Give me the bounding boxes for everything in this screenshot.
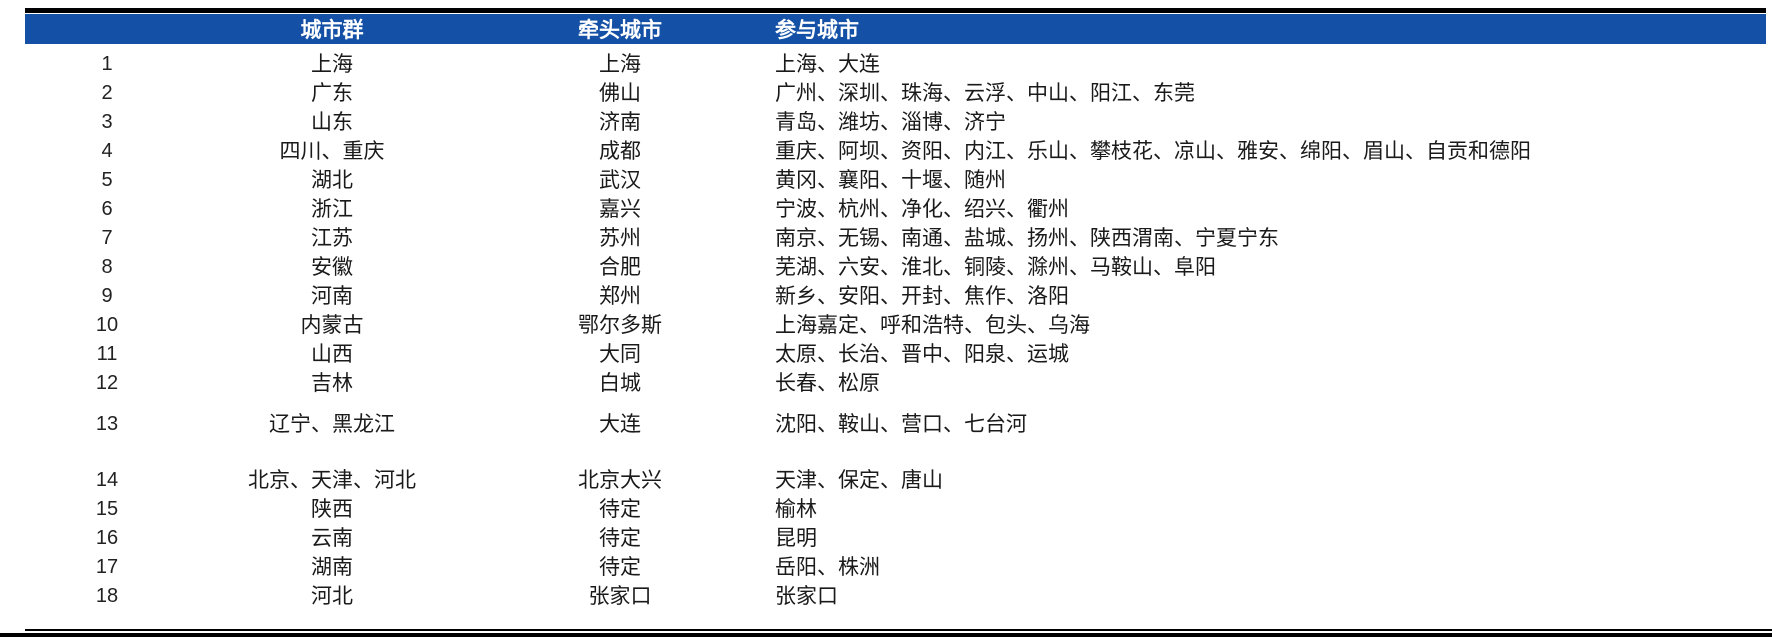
lead-city-cell: 武汉: [599, 168, 641, 192]
participants-cell: 芜湖、六安、淮北、铜陵、滁州、马鞍山、阜阳: [775, 255, 1216, 279]
row-number: 16: [95, 527, 119, 549]
bottom-rule-thin: [25, 629, 1772, 631]
participants-cell: 上海嘉定、呼和浩特、包头、乌海: [775, 313, 1090, 337]
lead-city-cell: 合肥: [599, 255, 641, 279]
row-number: 11: [96, 343, 118, 365]
lead-city-cell: 张家口: [588, 584, 652, 608]
lead-city-cell: 待定: [599, 555, 641, 579]
row-number: 2: [101, 82, 113, 104]
row-number: 15: [95, 498, 119, 520]
participants-cell: 天津、保定、唐山: [775, 468, 943, 492]
cluster-cell: 湖北: [311, 168, 353, 192]
table-row: 13 辽宁、黑龙江 大连 沈阳、鞍山、营口、七台河: [25, 410, 1766, 439]
cluster-cell: 吉林: [311, 371, 353, 395]
table-row: 5 湖北 武汉 黄冈、襄阳、十堰、随州: [25, 166, 1766, 195]
table-row: 18 河北 张家口 张家口: [25, 582, 1766, 611]
participants-cell: 榆林: [775, 497, 817, 521]
row-number: 3: [101, 111, 113, 133]
lead-city-cell: 成都: [599, 139, 641, 163]
cluster-cell: 河南: [311, 284, 353, 308]
table-row: 4 四川、重庆 成都 重庆、阿坝、资阳、内江、乐山、攀枝花、凉山、雅安、绵阳、眉…: [25, 137, 1766, 166]
cluster-cell: 北京、天津、河北: [248, 468, 416, 492]
cluster-cell: 内蒙古: [300, 313, 364, 337]
lead-city-cell: 上海: [599, 52, 641, 76]
participants-cell: 岳阳、株洲: [775, 555, 880, 579]
lead-city-cell: 白城: [599, 371, 641, 395]
cluster-cell: 四川、重庆: [279, 139, 385, 163]
row-number: 14: [95, 469, 119, 491]
cluster-cell: 浙江: [311, 197, 353, 221]
table-header-row: 城市群 牵头城市 参与城市: [25, 14, 1766, 44]
row-number: 1: [101, 53, 113, 75]
header-participating-cities: 参与城市: [775, 18, 859, 42]
lead-city-cell: 济南: [599, 110, 641, 134]
lead-city-cell: 鄂尔多斯: [578, 313, 662, 337]
row-number: 13: [95, 413, 119, 435]
lead-city-cell: 大同: [599, 342, 641, 366]
cluster-cell: 湖南: [311, 555, 353, 579]
cluster-cell: 山东: [311, 110, 353, 134]
participants-cell: 青岛、潍坊、淄博、济宁: [775, 110, 1006, 134]
participants-cell: 沈阳、鞍山、营口、七台河: [775, 412, 1027, 436]
lead-city-cell: 苏州: [599, 226, 641, 250]
lead-city-cell: 郑州: [599, 284, 641, 308]
top-rule: [25, 8, 1766, 13]
participants-cell: 昆明: [775, 526, 817, 550]
participants-cell: 宁波、杭州、净化、绍兴、衢州: [775, 197, 1069, 221]
row-number: 9: [101, 285, 113, 307]
table-row: 2 广东 佛山 广州、深圳、珠海、云浮、中山、阳江、东莞: [25, 79, 1766, 108]
header-cluster: 城市群: [300, 18, 364, 42]
row-number: 17: [95, 556, 119, 578]
row-number: 5: [101, 169, 113, 191]
participants-cell: 张家口: [775, 584, 838, 608]
cluster-cell: 山西: [311, 342, 353, 366]
row-number: 18: [95, 585, 119, 607]
participants-cell: 上海、大连: [775, 52, 880, 76]
table-row: 16 云南 待定 昆明: [25, 524, 1766, 553]
lead-city-cell: 大连: [599, 412, 641, 436]
participants-cell: 广州、深圳、珠海、云浮、中山、阳江、东莞: [775, 81, 1195, 105]
row-number: 10: [95, 314, 119, 336]
cluster-cell: 广东: [311, 81, 353, 105]
row-number: 12: [95, 372, 119, 394]
participants-cell: 太原、长治、晋中、阳泉、运城: [775, 342, 1069, 366]
cluster-cell: 陕西: [311, 497, 353, 521]
table-body: 1 上海 上海 上海、大连 2 广东 佛山 广州、深圳、珠海、云浮、中山、阳江、…: [25, 44, 1766, 611]
row-number: 7: [101, 227, 113, 249]
table-row: 15 陕西 待定 榆林: [25, 495, 1766, 524]
table-row: 17 湖南 待定 岳阳、株洲: [25, 553, 1766, 582]
table-row: 14 北京、天津、河北 北京大兴 天津、保定、唐山: [25, 466, 1766, 495]
table-row: 7 江苏 苏州 南京、无锡、南通、盐城、扬州、陕西渭南、宁夏宁东: [25, 224, 1766, 253]
participants-cell: 长春、松原: [775, 371, 880, 395]
cluster-cell: 云南: [311, 526, 353, 550]
table-row: 9 河南 郑州 新乡、安阳、开封、焦作、洛阳: [25, 282, 1766, 311]
lead-city-cell: 嘉兴: [599, 197, 641, 221]
cluster-cell: 江苏: [311, 226, 353, 250]
table-row: 6 浙江 嘉兴 宁波、杭州、净化、绍兴、衢州: [25, 195, 1766, 224]
lead-city-cell: 北京大兴: [578, 468, 662, 492]
lead-city-cell: 待定: [599, 526, 641, 550]
participants-cell: 重庆、阿坝、资阳、内江、乐山、攀枝花、凉山、雅安、绵阳、眉山、自贡和德阳: [775, 139, 1531, 163]
table-row: 8 安徽 合肥 芜湖、六安、淮北、铜陵、滁州、马鞍山、阜阳: [25, 253, 1766, 282]
cluster-cell: 上海: [311, 52, 353, 76]
bottom-rule-thick: [0, 633, 1772, 637]
table-row: 11 山西 大同 太原、长治、晋中、阳泉、运城: [25, 340, 1766, 369]
cluster-cell: 辽宁、黑龙江: [269, 412, 395, 436]
cluster-cell: 安徽: [311, 255, 353, 279]
row-number: 4: [101, 140, 113, 162]
table-row: 1 上海 上海 上海、大连: [25, 50, 1766, 79]
table-row: 12 吉林 白城 长春、松原: [25, 369, 1766, 398]
row-number: 6: [101, 198, 113, 220]
header-lead-city: 牵头城市: [578, 18, 662, 42]
row-number: 8: [101, 256, 113, 278]
table-row: 3 山东 济南 青岛、潍坊、淄博、济宁: [25, 108, 1766, 137]
lead-city-cell: 待定: [599, 497, 641, 521]
participants-cell: 黄冈、襄阳、十堰、随州: [775, 168, 1006, 192]
participants-cell: 南京、无锡、南通、盐城、扬州、陕西渭南、宁夏宁东: [775, 226, 1279, 250]
cluster-cell: 河北: [311, 584, 353, 608]
participants-cell: 新乡、安阳、开封、焦作、洛阳: [775, 284, 1069, 308]
lead-city-cell: 佛山: [599, 81, 641, 105]
table-row: 10 内蒙古 鄂尔多斯 上海嘉定、呼和浩特、包头、乌海: [25, 311, 1766, 340]
